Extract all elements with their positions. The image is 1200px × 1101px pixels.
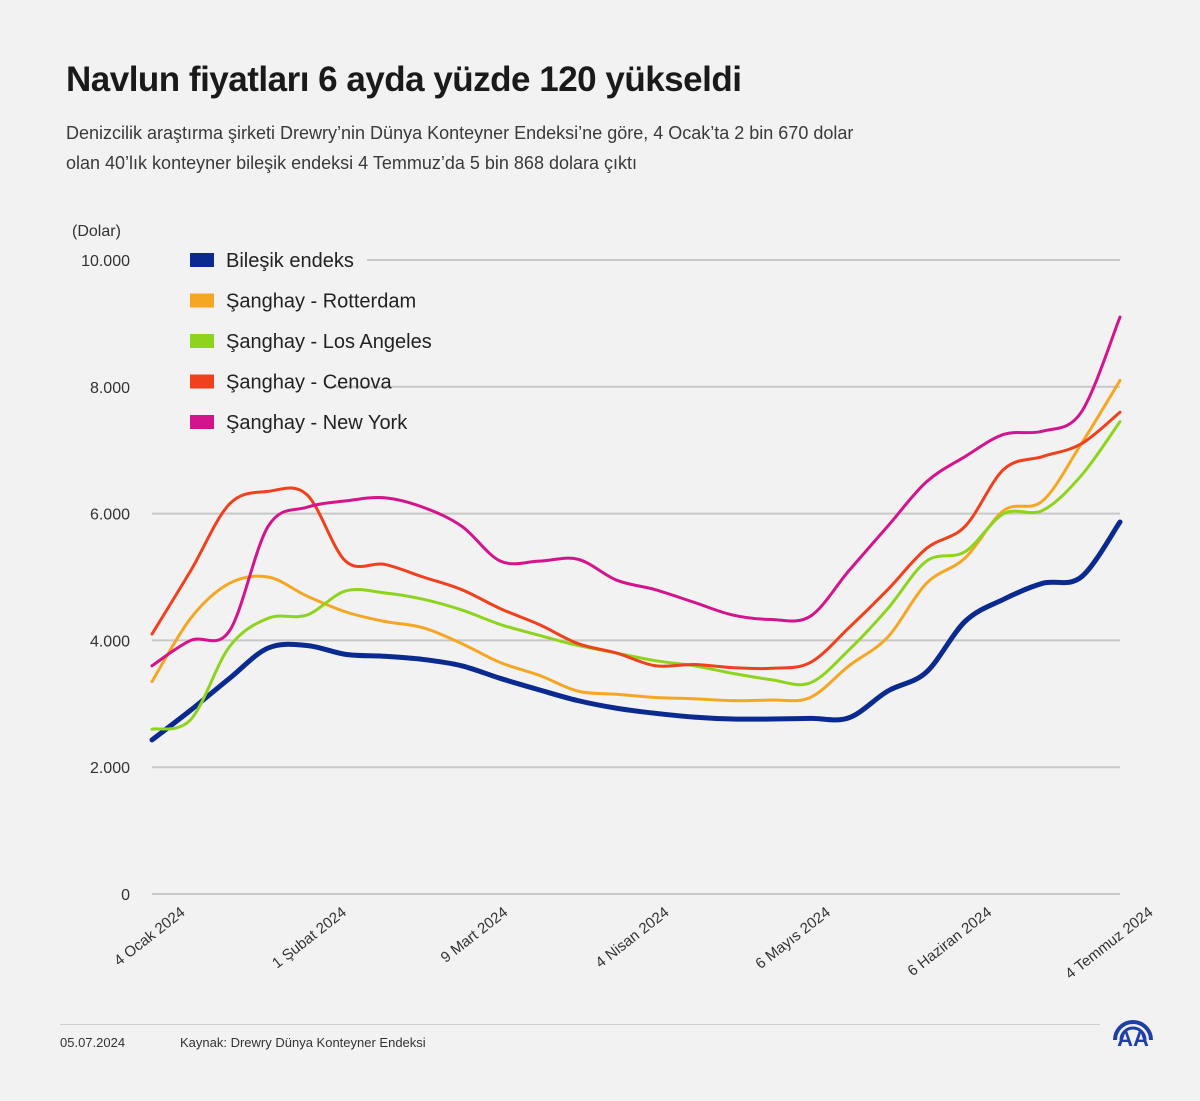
legend-background: [137, 278, 417, 313]
legend-label: Şanghay - Los Angeles: [226, 331, 432, 353]
x-tick-label: 6 Haziran 2024: [904, 904, 995, 980]
y-axis-ticks: 0 2.000 4.000 6.000 8.000 10.000: [81, 253, 130, 904]
logo-text: AA: [1117, 1026, 1149, 1050]
series-line-0: [149, 519, 1123, 743]
y-tick-label: 0: [121, 887, 130, 904]
legend-label: Şanghay - Cenova: [226, 372, 393, 394]
legend-background: [137, 238, 367, 272]
aa-logo-icon: AA: [1113, 1020, 1153, 1050]
legend-label: Şanghay - Rotterdam: [226, 291, 416, 313]
y-tick-label: 4.000: [90, 633, 130, 650]
series-lines: [149, 315, 1123, 743]
footer-date: 05.07.2024: [60, 1035, 126, 1050]
legend-swatch: [190, 374, 214, 389]
x-tick-label: 4 Temmuz 2024: [1062, 904, 1156, 983]
legend-swatch: [190, 334, 214, 348]
series-line-2: [150, 420, 1122, 731]
subtitle-line-2: olan 40’lık konteyner bileşik endeksi 4 …: [66, 153, 637, 173]
x-axis-ticks: 4 Ocak 2024 1 Şubat 2024 9 Mart 2024 4 Nisa…: [111, 904, 1156, 983]
x-tick-label: 6 Mayıs 2024: [752, 904, 833, 973]
footer-divider: [60, 1024, 1100, 1025]
line-chart: 0 2.000 4.000 6.000 8.000 10.000 (Dolar) 4 Oc…: [72, 223, 1156, 983]
x-tick-label: 4 Ocak 2024: [111, 904, 188, 970]
legend-swatch: [190, 415, 214, 429]
y-tick-label: 10.000: [81, 253, 130, 270]
y-tick-label: 8.000: [90, 380, 130, 397]
subtitle-line-1: Denizcilik araştırma şirketi Drewry’nin …: [66, 123, 854, 143]
legend-label: Şanghay - New York: [226, 412, 408, 434]
legend-background: [137, 400, 417, 434]
grid-lines: [152, 259, 1120, 895]
y-axis-label: (Dolar): [72, 223, 121, 240]
x-tick-label: 4 Nisan 2024: [592, 904, 672, 972]
footer-source: Kaynak: Drewry Dünya Konteyner Endeksi: [180, 1035, 426, 1050]
y-tick-label: 6.000: [90, 507, 130, 524]
legend-background: [137, 319, 417, 353]
legend-swatch: [190, 293, 214, 308]
series-line-4: [150, 315, 1122, 668]
legend-label: Bileşik endeks: [226, 250, 354, 272]
x-tick-label: 9 Mart 2024: [438, 904, 512, 967]
page-title: Navlun fiyatları 6 ayda yüzde 120 yüksel…: [66, 60, 742, 99]
legend-background: [137, 359, 332, 394]
legend-swatch: [190, 253, 214, 267]
x-tick-label: 1 Şubat 2024: [269, 904, 350, 972]
series-line-1: [150, 378, 1122, 703]
page-subtitle: Denizcilik araştırma şirketi Drewry’nin …: [66, 118, 1066, 178]
series-line-3: [150, 410, 1122, 671]
legend: Bileşik endeks Şanghay - Rotterdam Şanghay…: [137, 238, 432, 434]
y-tick-label: 2.000: [90, 760, 130, 777]
